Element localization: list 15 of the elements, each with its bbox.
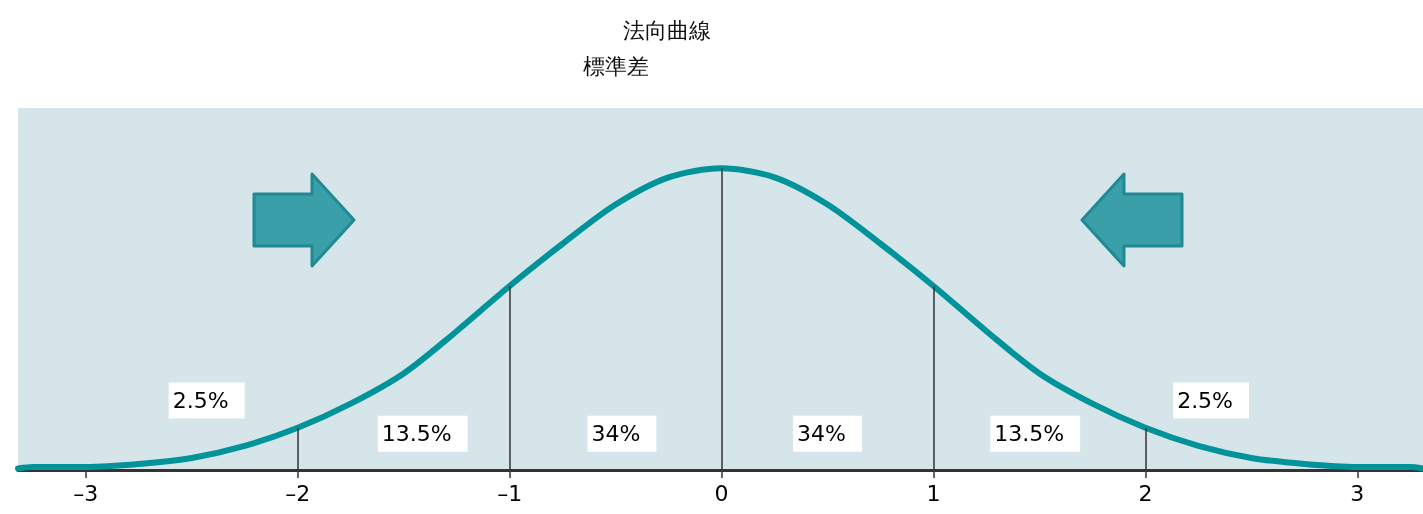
annotation: 13.5% xyxy=(994,421,1065,447)
chart-subtitle: 標準差 xyxy=(583,53,649,79)
annotation: 2.5% xyxy=(1177,388,1234,414)
annotation: 2.5% xyxy=(172,388,229,414)
annotation: 13.5% xyxy=(381,421,452,447)
annotation: 34% xyxy=(591,421,641,447)
x-tick-label: 2 xyxy=(1138,480,1153,506)
x-tick-label: –3 xyxy=(73,480,99,506)
annotation: 34% xyxy=(797,421,846,447)
chart-title: 法向曲線 xyxy=(623,17,711,43)
x-tick-label: 1 xyxy=(926,480,941,506)
x-tick-label: –1 xyxy=(497,480,523,506)
x-tick-label: 0 xyxy=(714,480,729,506)
x-tick-label: 3 xyxy=(1350,480,1365,506)
x-tick-label: –2 xyxy=(285,480,311,506)
